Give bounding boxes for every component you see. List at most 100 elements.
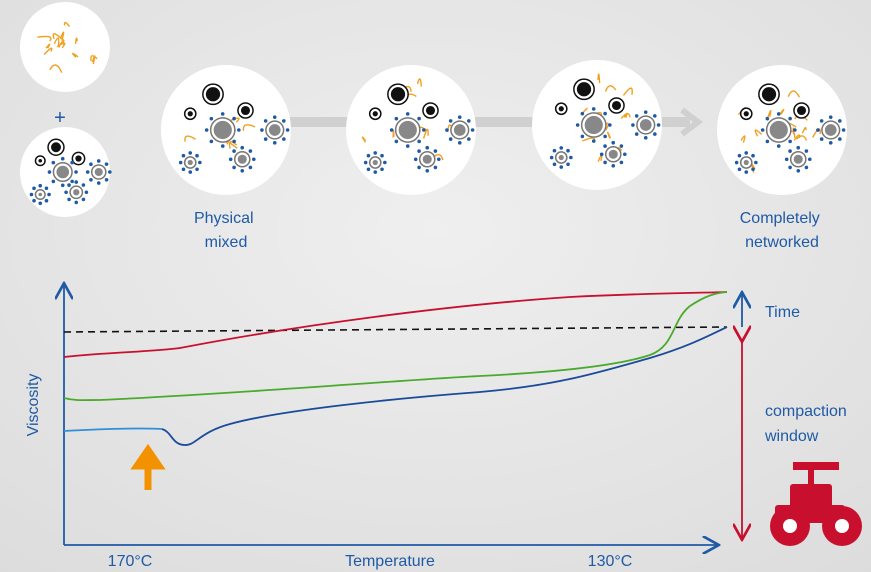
molecule-arm xyxy=(559,165,564,169)
molecule-arm xyxy=(653,114,657,118)
label-line: Physical xyxy=(194,210,254,227)
molecule-arm xyxy=(559,146,564,150)
molecule xyxy=(372,159,378,166)
molecule xyxy=(213,120,232,140)
molecule xyxy=(75,155,82,162)
molecule-arm xyxy=(70,160,74,165)
molecule-arm xyxy=(467,137,471,141)
label-line: compaction xyxy=(765,403,847,420)
molecule-arm xyxy=(38,201,43,206)
fibre xyxy=(622,87,633,96)
molecule-arm xyxy=(237,128,241,132)
x-right-label: 130°C xyxy=(588,553,633,570)
molecule-arm xyxy=(765,116,770,121)
molecule-arm xyxy=(198,160,202,165)
molecule-arm xyxy=(64,190,68,195)
molecule-arm xyxy=(84,190,89,195)
fibre xyxy=(72,52,79,58)
molecule-arm xyxy=(643,136,648,140)
molecule-arm xyxy=(47,192,51,197)
molecule-arm xyxy=(623,152,627,157)
molecule-arm xyxy=(591,107,596,111)
molecule-arm xyxy=(405,144,410,148)
molecule-arm xyxy=(363,160,368,165)
molecule-arm xyxy=(425,145,430,150)
fibre xyxy=(228,141,238,149)
molecule-arm xyxy=(32,186,36,191)
molecule-arm xyxy=(89,162,93,167)
molecule-arm xyxy=(765,139,770,144)
x-left-label: 170°C xyxy=(108,553,153,570)
molecule-arm xyxy=(467,119,471,123)
molecule-arm xyxy=(808,157,812,162)
molecule-arm xyxy=(437,157,441,162)
fibre xyxy=(74,37,78,44)
molecule-arm xyxy=(181,153,186,158)
molecule-arm xyxy=(819,119,824,123)
molecule-arm xyxy=(457,141,462,145)
molecule-arm xyxy=(260,128,264,132)
molecule-arm xyxy=(67,197,71,202)
fibre xyxy=(184,135,196,142)
label-line: window xyxy=(764,428,819,445)
fibre xyxy=(90,55,98,62)
molecule-arm xyxy=(282,137,286,141)
fibre xyxy=(52,33,65,42)
molecule xyxy=(611,100,622,111)
molecule-arm xyxy=(195,153,199,158)
light-blue-curve xyxy=(63,427,163,432)
molecule-arm xyxy=(405,112,410,116)
fibre xyxy=(416,78,422,87)
molecule-arm xyxy=(457,115,462,119)
molecule-arm xyxy=(232,149,236,153)
molecule-arm xyxy=(29,192,34,197)
stage-label: Completely networked xyxy=(740,210,824,251)
molecule-arm xyxy=(220,144,225,148)
molecule-arm xyxy=(272,141,277,145)
molecule-arm xyxy=(603,134,607,139)
fibre xyxy=(623,112,628,119)
molecule-arm xyxy=(232,139,236,144)
molecule-arm xyxy=(445,128,449,132)
molecule-arm xyxy=(448,119,453,123)
molecule-arm xyxy=(380,153,384,158)
molecule-arm xyxy=(549,155,554,160)
molecule-arm xyxy=(591,139,596,143)
molecule xyxy=(558,154,564,161)
stage-label: Physical mixed xyxy=(194,210,258,251)
molecule-arm xyxy=(631,123,635,127)
molecule-arm xyxy=(366,153,371,158)
molecule-arm xyxy=(248,165,253,170)
molecule-arm xyxy=(252,157,256,162)
molecule-arm xyxy=(816,128,820,132)
molecule-arm xyxy=(788,165,792,170)
molecule xyxy=(425,105,436,116)
molecule-arm xyxy=(228,157,233,162)
fibre xyxy=(63,21,71,27)
fibre xyxy=(361,136,367,143)
molecule-arm xyxy=(828,115,833,119)
molecule-arm xyxy=(240,169,245,173)
molecule xyxy=(38,158,43,163)
molecule-arm xyxy=(784,157,789,162)
fibre xyxy=(582,107,588,114)
molecule xyxy=(558,106,564,112)
molecule-arm xyxy=(32,198,36,203)
molecule-arm xyxy=(181,167,186,172)
plus-sign: + xyxy=(54,107,66,129)
molecule-arm xyxy=(178,160,183,165)
molecule-arm xyxy=(394,116,399,121)
molecule xyxy=(398,120,417,140)
label-line: Completely xyxy=(740,210,820,227)
molecule-arm xyxy=(67,183,71,187)
molecule-arm xyxy=(263,119,268,123)
fibre xyxy=(754,129,763,137)
molecule-arm xyxy=(272,115,277,119)
fibre xyxy=(37,35,52,42)
molecule-arm xyxy=(89,178,93,182)
fibre xyxy=(49,64,63,73)
molecule xyxy=(824,124,837,136)
molecule-arm xyxy=(74,180,79,184)
molecule-arm xyxy=(804,165,809,170)
molecule-arm xyxy=(44,198,49,203)
